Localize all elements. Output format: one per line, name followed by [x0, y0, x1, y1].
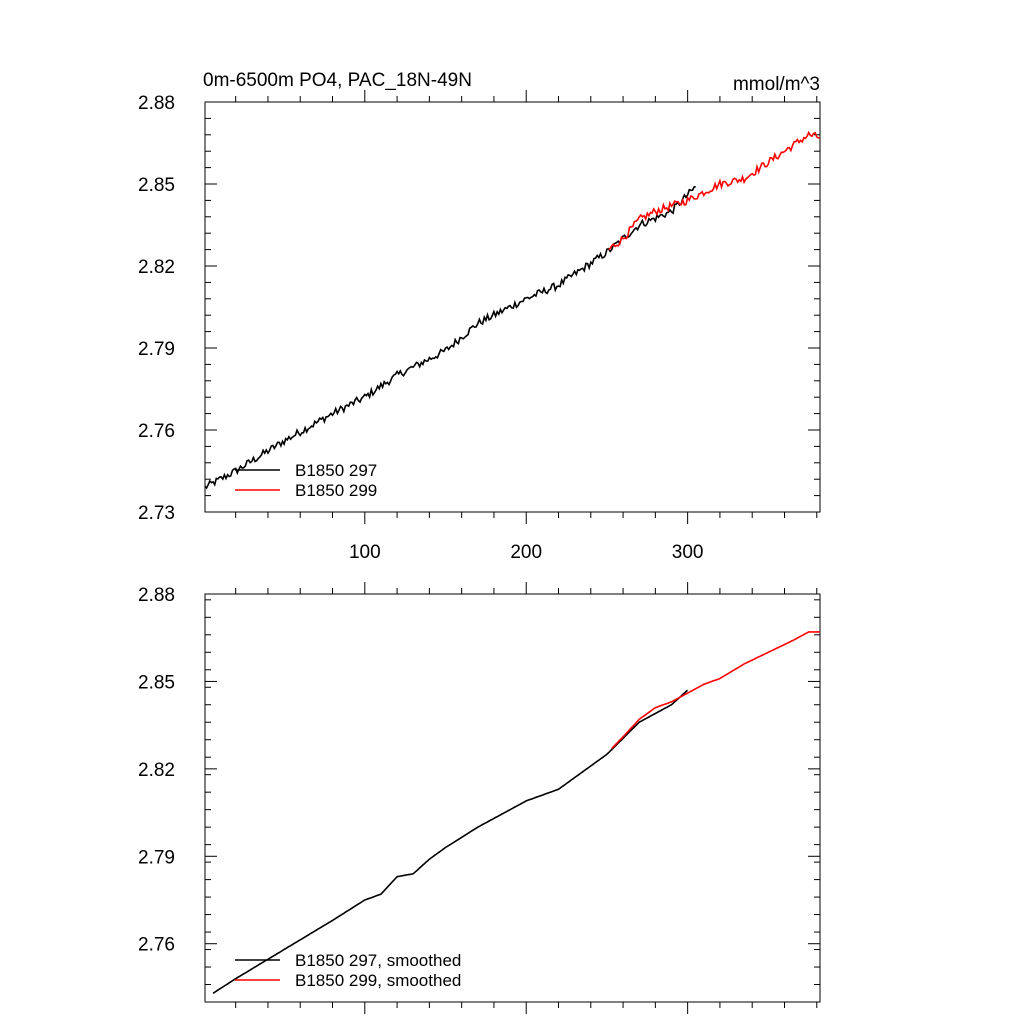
y-tick-label: 2.76 [138, 935, 175, 956]
chart-title: 0m-6500m PO4, PAC_18N-49N [203, 70, 472, 91]
legend-label: B1850 297 [295, 461, 377, 480]
plot-frame [204, 101, 821, 513]
y-tick-label: 2.73 [138, 503, 175, 524]
legend-label: B1850 299, smoothed [295, 971, 461, 990]
x-tick-label: 100 [349, 542, 381, 563]
series-line-0 [212, 689, 689, 994]
y-tick-label: 2.85 [138, 175, 175, 196]
series-line-1 [608, 130, 820, 251]
y-tick-label: 2.88 [138, 93, 175, 114]
bottom-panel: 2.76 2.79 2.82 2.85 2.88 B1850 297, smoothedB… [138, 582, 821, 1014]
y-tick-label: 2.88 [138, 585, 175, 606]
top-panel: 2.73 2.76 2.79 2.82 2.85 2.88 100 200 300 0m-6500… [138, 70, 821, 563]
y-tick-label: 2.79 [138, 339, 175, 360]
x-tick-label: 300 [672, 542, 704, 563]
y-tick-label: 2.82 [138, 760, 175, 781]
legend-label: B1850 297, smoothed [295, 951, 461, 970]
legend-label: B1850 299 [295, 481, 377, 500]
series-line-0 [205, 185, 696, 490]
y-tick-label: 2.82 [138, 257, 175, 278]
plot-frame [204, 593, 821, 1003]
y-tick-label: 2.76 [138, 421, 175, 442]
x-tick-label: 200 [510, 542, 542, 563]
units-label: mmol/m^3 [733, 74, 820, 95]
series-line-1 [611, 631, 820, 750]
y-tick-label: 2.85 [138, 672, 175, 693]
y-tick-label: 2.79 [138, 847, 175, 868]
